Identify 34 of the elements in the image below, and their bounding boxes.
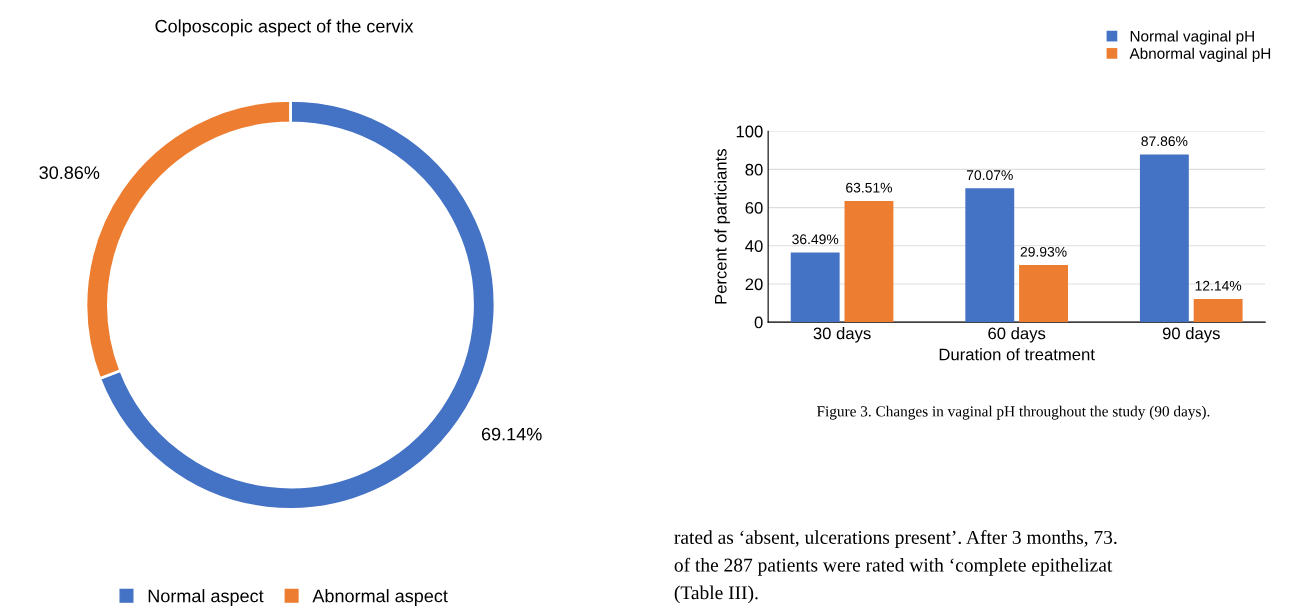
x-axis-title: Duration of treatment: [939, 348, 1095, 361]
data-label: 30.86%: [39, 166, 100, 180]
x-tick-label: 30 days: [813, 327, 871, 343]
text: rated as ‘absent, ulcerations present’. After 3 months, 73.: [674, 530, 1117, 548]
y-axis-title: Percent of particiants: [714, 149, 730, 304]
text: (Table III).: [674, 585, 758, 604]
legend-label: Normal vaginal pH: [1130, 30, 1254, 45]
legend-label: Abnormal vaginal pH: [1129, 47, 1271, 62]
y-tick-label: 40: [745, 240, 763, 252]
legend-label: Abnormal aspect: [312, 589, 448, 606]
x-tick-label: 90 days: [1162, 327, 1220, 343]
text: of the 287 patients were rated with ‘complete epithelizat: [674, 557, 1113, 576]
bar: [790, 252, 840, 323]
y-tick-label: 60: [745, 201, 763, 214]
data-label: 70.07%: [966, 170, 1013, 181]
bar: [965, 188, 1015, 323]
bar: [1193, 298, 1243, 323]
y-tick-label: 0: [754, 316, 763, 329]
y-tick-label: 20: [745, 278, 763, 291]
caption: Figure 3. Changes in vaginal pH throughout the study (90 days).: [816, 405, 1210, 420]
bar: [1019, 265, 1068, 323]
chart-title: Colposcopic aspect of the cervix: [155, 19, 414, 37]
y-tick-label: 80: [745, 163, 763, 176]
data-label: 36.49%: [792, 234, 839, 245]
data-label: 69.14%: [481, 427, 542, 441]
x-tick-label: 60 days: [988, 327, 1046, 343]
data-label: 29.93%: [1020, 246, 1067, 257]
legend-label: Normal aspect: [148, 589, 264, 606]
data-label: 87.86%: [1141, 136, 1188, 147]
data-label: 63.51%: [846, 182, 893, 193]
bar: [1139, 154, 1189, 323]
data-label: 12.14%: [1195, 280, 1242, 291]
bar: [844, 200, 894, 323]
y-tick-label: 100: [736, 125, 763, 138]
